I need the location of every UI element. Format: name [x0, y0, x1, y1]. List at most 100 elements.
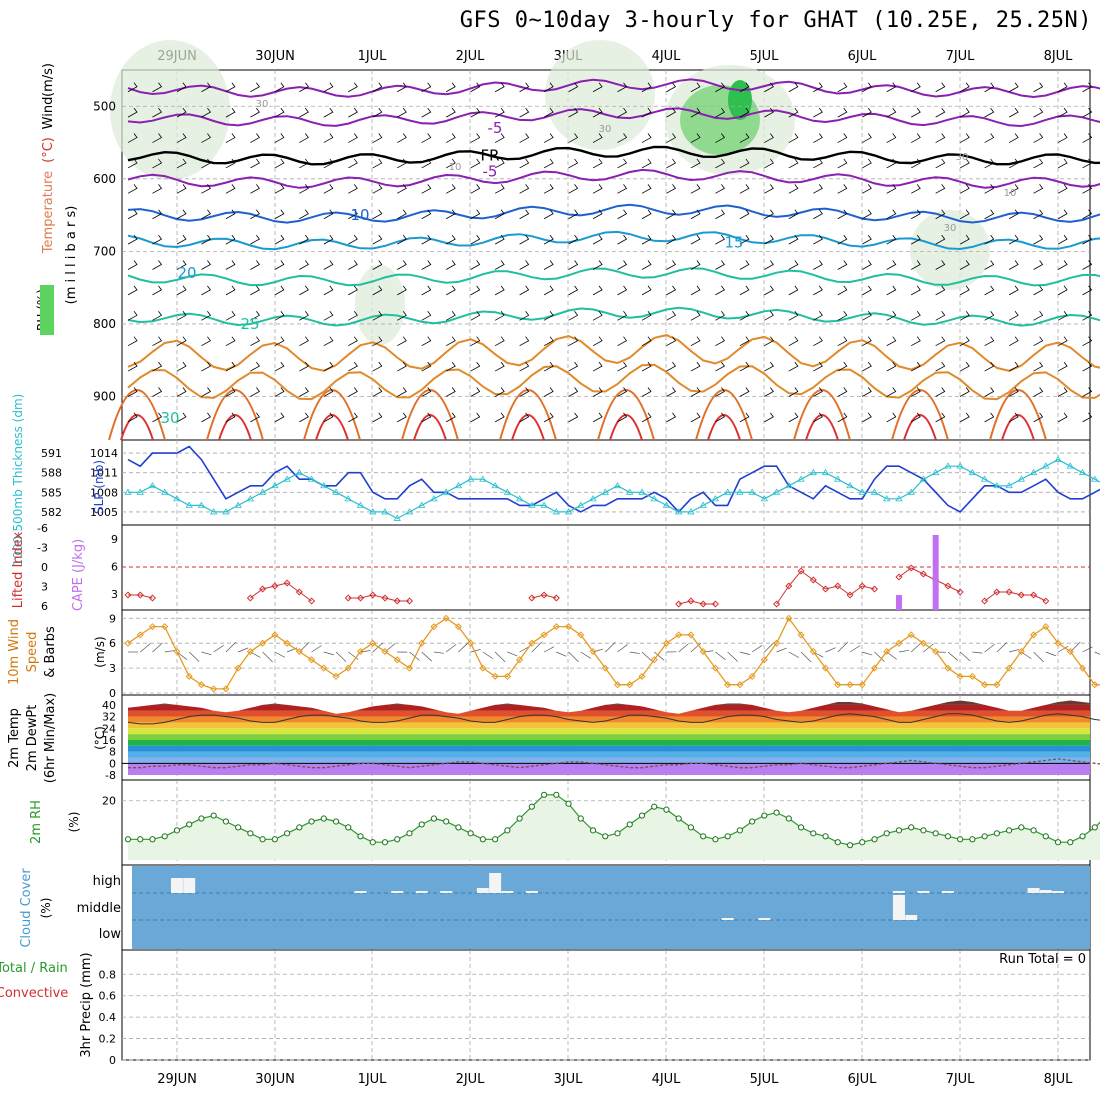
rh-area [128, 794, 1100, 860]
pressure-tick-label: 500 [93, 99, 116, 113]
thickness-point [613, 481, 622, 489]
wind-barb [837, 361, 848, 372]
wind-barb-10m [1082, 646, 1093, 653]
wind-barb [494, 209, 505, 220]
rh-point [736, 827, 743, 834]
wind-speed-point [1054, 639, 1062, 647]
wind-barb [568, 285, 579, 296]
wind-barb [788, 209, 799, 220]
wind-barb [519, 285, 530, 296]
wind-barb [837, 234, 848, 245]
wind-barb-10m [776, 647, 787, 653]
wind-tick-label: 0 [109, 687, 116, 700]
wind-barb [127, 209, 138, 220]
wind-barb [1082, 184, 1093, 194]
wind-barb [837, 412, 848, 423]
wind-barb [837, 158, 848, 169]
wind-speed-point [699, 647, 707, 656]
wind-barb-10m [739, 651, 750, 655]
wind-barb [176, 260, 187, 270]
wind-barb [886, 412, 897, 423]
wind-barb [568, 412, 579, 423]
thickness-axis-label: 1000-500mb Thickness (dm) [11, 394, 25, 567]
wind-speed-point [246, 647, 254, 656]
wind-barb [592, 361, 603, 372]
wind-barb [690, 260, 701, 270]
wind-speed-point [393, 656, 401, 664]
rh-point [724, 833, 731, 840]
wind-barb [666, 260, 677, 270]
wind-barb [666, 133, 677, 143]
lifted-index-point [919, 570, 927, 578]
wind-barb [886, 234, 897, 245]
wind-speed-point [271, 631, 279, 639]
wind-barb [323, 234, 334, 245]
lifted-index-point [785, 582, 793, 590]
wind-barb [176, 285, 187, 296]
wind-barb [299, 412, 309, 423]
wind-speed-point [467, 639, 475, 647]
lifted-index-point [675, 600, 683, 608]
wind-barb [225, 361, 236, 372]
wind-barb [372, 285, 383, 296]
temperature-unit-label: (°C) [41, 137, 56, 163]
wind-barb [837, 285, 848, 296]
wind-barb [592, 209, 603, 220]
wind-barb [348, 234, 358, 245]
wind-barb [348, 361, 358, 372]
wind-barb [299, 311, 309, 321]
wind-barb [445, 336, 456, 347]
wind-speed-point [405, 664, 413, 672]
wind-barb [372, 387, 383, 397]
date-label-bottom: 30JUN [255, 1072, 295, 1087]
rh-shading [355, 265, 405, 345]
lifted-index-point [528, 594, 536, 602]
wind-barb [617, 133, 628, 143]
wind-barb-10m [323, 651, 334, 656]
wind-barb-10m [629, 651, 640, 654]
wind-barb [837, 260, 848, 270]
lifted-index-axis-label: Lifted Index [11, 531, 26, 608]
pressure-tick-label: 600 [93, 172, 116, 186]
lifted-index-point [136, 591, 144, 599]
temperature-band [128, 728, 1090, 735]
temperature-band [128, 751, 1090, 758]
wind-barb [715, 311, 725, 321]
wind-barb [568, 107, 579, 118]
wind-barb [470, 311, 481, 321]
wind-barb [568, 311, 579, 321]
rh-contour-label: 10 [449, 162, 462, 173]
wind-barb [813, 311, 823, 321]
wind-barb [299, 387, 309, 397]
cloud-bar-high [170, 878, 183, 893]
precip-tick-label: 0.8 [99, 968, 117, 981]
wind-barb [299, 361, 309, 372]
wind-barb [959, 133, 970, 143]
temp-tick-label: 40 [102, 699, 116, 712]
wind-barb [201, 336, 212, 347]
rh-point [161, 833, 168, 840]
wind-barb [1057, 285, 1068, 296]
wind-barb [421, 412, 432, 423]
wind-barb [715, 209, 725, 220]
wind-barb [666, 412, 677, 423]
wind-barb [641, 234, 652, 245]
wind-barb [862, 260, 872, 270]
rh-point [394, 836, 401, 843]
wind-barb-10m [1033, 651, 1044, 663]
thickness-point [356, 501, 365, 508]
rh-point [749, 818, 756, 825]
wind-barb [1008, 260, 1019, 270]
wind-barb [445, 285, 456, 296]
wind-barb [715, 285, 725, 296]
wind-barb [372, 234, 383, 245]
rh-tick-label: 20 [102, 795, 116, 808]
wind-barb-10m [788, 651, 799, 658]
wind-barb [1033, 311, 1044, 321]
wind-speed-point [1042, 623, 1050, 631]
wind-barb [445, 387, 456, 397]
isotherm-arc [413, 414, 447, 441]
lifted-index-point [259, 585, 267, 593]
wind-speed-point [919, 639, 927, 647]
wind-speed-point [797, 631, 805, 639]
